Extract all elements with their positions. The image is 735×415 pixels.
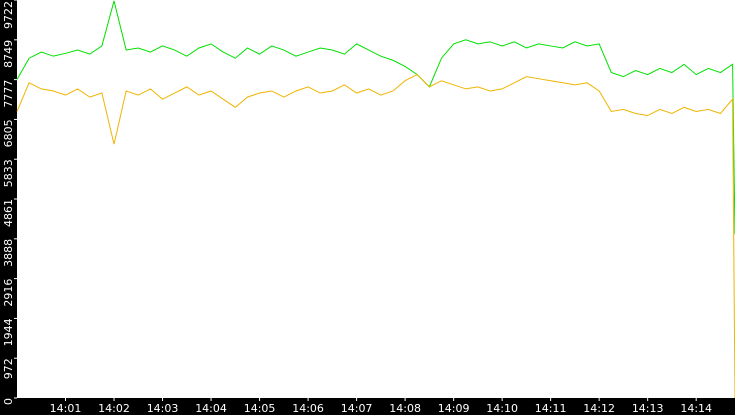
x-tick-label: 14:08: [389, 402, 421, 415]
x-tick-label: 14:14: [680, 402, 712, 415]
x-tick-label: 14:12: [583, 402, 615, 415]
x-tick-label: 14:13: [632, 402, 664, 415]
y-tick-label: 6805: [2, 119, 15, 147]
x-tick-label: 14:11: [535, 402, 567, 415]
y-tick-label: 4861: [2, 199, 15, 227]
x-tick-label: 14:10: [486, 402, 518, 415]
x-tick-label: 14:02: [98, 402, 130, 415]
x-tick-label: 14:03: [147, 402, 179, 415]
y-tick-label: 8749: [2, 40, 15, 68]
y-tick-label: 5833: [2, 159, 15, 187]
y-tick-label: 7777: [2, 80, 15, 108]
x-tick-label: 14:05: [244, 402, 276, 415]
series-line: [16, 0, 735, 235]
y-tick-label: 2916: [2, 279, 15, 307]
x-tick-label: 14:09: [438, 402, 470, 415]
x-tick-label: 14:07: [341, 402, 373, 415]
x-tick-label: 14:04: [195, 402, 227, 415]
y-tick-label: 972: [2, 358, 15, 379]
series-line: [16, 73, 735, 399]
x-tick-label: 14:01: [50, 402, 82, 415]
y-tick-label: 3888: [2, 239, 15, 267]
y-tick-label: 0: [2, 398, 15, 405]
y-tick-label: 1944: [2, 318, 15, 346]
y-tick-label: 9722: [2, 1, 15, 29]
plot-area: [17, 0, 735, 398]
x-tick-label: 14:06: [292, 402, 324, 415]
